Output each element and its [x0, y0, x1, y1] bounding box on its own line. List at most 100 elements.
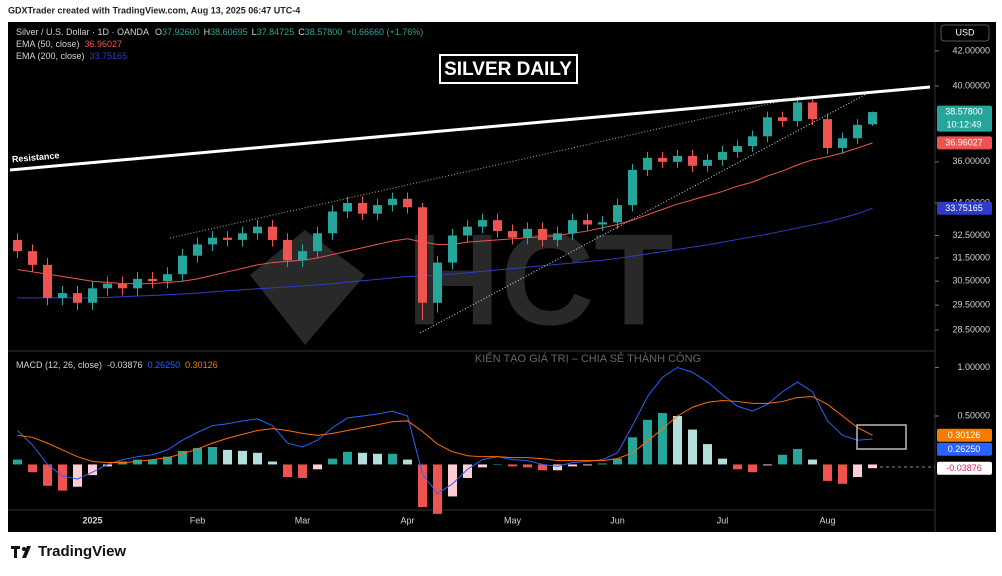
histogram-bar [523, 464, 532, 468]
legend-symbol: Silver / U.S. Dollar · 1D · OANDA O37.926… [16, 27, 423, 37]
y-tick-label: 29.50000 [952, 300, 990, 310]
histogram-bar [703, 444, 712, 465]
histogram-bar [718, 458, 727, 465]
histogram-bar [748, 464, 757, 473]
price-label: 33.75165 [945, 203, 983, 213]
watermark-text: HCT [406, 206, 673, 352]
price-label-box [937, 461, 992, 475]
candle-body [748, 136, 757, 147]
legend-key: L [252, 27, 257, 37]
candle-body [43, 264, 52, 298]
candle-body [328, 211, 337, 234]
annotation: Resistance [12, 150, 60, 164]
histogram-bar [763, 464, 772, 466]
candle-body [643, 157, 652, 170]
histogram-bar [658, 413, 667, 465]
x-tick-label: Jun [610, 515, 625, 525]
macd-line [17, 396, 873, 464]
histogram-bar [223, 449, 232, 465]
channel-line [169, 96, 801, 239]
title-box [439, 54, 578, 84]
candle-body [373, 205, 382, 214]
candle-body [103, 283, 112, 289]
histogram-bar [778, 454, 787, 465]
price-label: 38.57800 [945, 107, 983, 117]
legend-macd: MACD (12, 26, close) -0.03876 0.26250 0.301… [16, 360, 218, 370]
candle-body [148, 278, 157, 282]
histogram-bar [238, 450, 247, 465]
candle-body [763, 117, 772, 137]
candle-body [838, 138, 847, 148]
candle-body [598, 222, 607, 225]
candle-body [718, 151, 727, 160]
candle-body [208, 237, 217, 245]
price-label-box [937, 442, 992, 456]
histogram-bar [493, 464, 502, 465]
legend-value: 38.60695 [210, 27, 248, 37]
candle-body [673, 155, 682, 162]
y-tick-label: 30.50000 [952, 276, 990, 286]
histogram-bar [253, 452, 262, 465]
candle-body [493, 220, 502, 232]
candle-body [688, 155, 697, 166]
y-tick-label: 42.00000 [952, 45, 990, 55]
candle-body [133, 278, 142, 289]
histogram-bar [58, 464, 67, 491]
legend-ema: EMA (200, close) 33.75165 [16, 51, 127, 61]
candle-body [388, 198, 397, 206]
candle-body [88, 288, 97, 303]
x-tick-label: May [504, 515, 522, 525]
currency: USD [955, 27, 975, 37]
credit: GDXTrader created with TradingView.com, … [8, 5, 300, 15]
histogram-bar [313, 464, 322, 470]
candle-body [13, 239, 22, 252]
price-label: 36.96027 [945, 138, 983, 148]
histogram-bar [613, 458, 622, 465]
legend-ema-value: 36.96027 [85, 39, 123, 49]
y-tick-label: 0.50000 [957, 410, 990, 420]
candle-body [433, 262, 442, 303]
legend-macd-name: MACD (12, 26, close) [16, 360, 102, 370]
histogram-bar [328, 458, 337, 465]
histogram-bar [808, 459, 817, 465]
candle-body [118, 283, 127, 289]
legend-ema-name: EMA (200, close) [16, 51, 85, 61]
histogram-bar [103, 464, 112, 467]
candle-body [658, 157, 667, 162]
y-tick-label: 40.00000 [952, 80, 990, 90]
logo-part [22, 547, 26, 551]
candle-body [553, 233, 562, 240]
legend-value: 37.84725 [257, 27, 295, 37]
histogram-bar [598, 463, 607, 465]
candle-body [823, 119, 832, 148]
histogram-bar [388, 453, 397, 465]
candle-body [808, 102, 817, 120]
histogram-bar [28, 464, 37, 473]
legend-ema: EMA (50, close) 36.96027 [16, 39, 122, 49]
candle-body [403, 198, 412, 208]
legend-ema-value: 33.75165 [90, 51, 128, 61]
x-tick-label: Feb [190, 515, 206, 525]
price-label: -0.03876 [946, 463, 982, 473]
legend-value: 37.92600 [162, 27, 200, 37]
footer-logo [11, 546, 31, 558]
support-line [419, 91, 871, 334]
histogram-bar [358, 452, 367, 465]
histogram-bar [673, 415, 682, 465]
price-label-box [937, 428, 992, 442]
x-tick-label: Jul [717, 515, 729, 525]
histogram-bar [628, 437, 637, 465]
price-label: 0.30126 [948, 430, 981, 440]
histogram-bar [508, 464, 517, 467]
histogram-bar [538, 464, 547, 471]
histogram-bar [268, 461, 277, 465]
ema-line [17, 207, 873, 299]
candle-body [163, 274, 172, 282]
candle-body [313, 233, 322, 252]
legend-macd-value: 0.26250 [148, 360, 181, 370]
histogram-bar [868, 464, 877, 469]
candle-body [628, 169, 637, 206]
histogram-bar [823, 464, 832, 481]
candle-body [28, 251, 37, 265]
